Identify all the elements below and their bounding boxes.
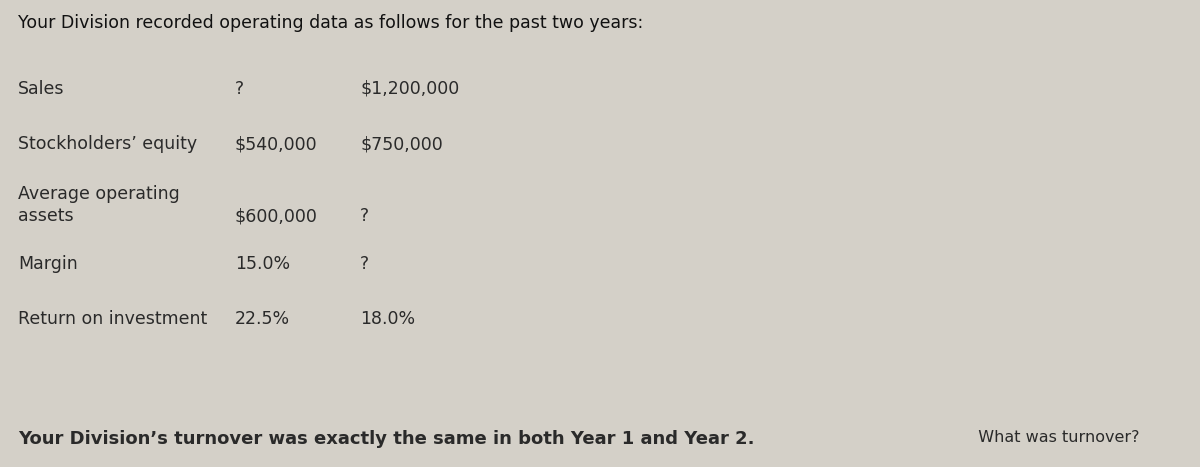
- Text: $600,000: $600,000: [235, 207, 318, 225]
- Text: ?: ?: [235, 80, 244, 98]
- Text: 22.5%: 22.5%: [235, 310, 290, 328]
- Text: Your Division recorded operating data as follows for the past two years:: Your Division recorded operating data as…: [18, 14, 643, 32]
- Text: ?: ?: [360, 255, 370, 273]
- Text: $540,000: $540,000: [235, 135, 318, 153]
- Text: 15.0%: 15.0%: [235, 255, 290, 273]
- Text: Return on investment: Return on investment: [18, 310, 208, 328]
- Text: $1,200,000: $1,200,000: [360, 80, 460, 98]
- Text: Stockholders’ equity: Stockholders’ equity: [18, 135, 197, 153]
- Text: What was turnover?: What was turnover?: [968, 430, 1140, 445]
- Text: Your Division’s turnover was exactly the same in both Year 1 and Year 2.: Your Division’s turnover was exactly the…: [18, 430, 755, 448]
- Text: $750,000: $750,000: [360, 135, 443, 153]
- Text: 18.0%: 18.0%: [360, 310, 415, 328]
- Text: Average operating: Average operating: [18, 185, 180, 203]
- Text: Sales: Sales: [18, 80, 65, 98]
- Text: assets: assets: [18, 207, 73, 225]
- Text: Margin: Margin: [18, 255, 78, 273]
- Text: ?: ?: [360, 207, 370, 225]
